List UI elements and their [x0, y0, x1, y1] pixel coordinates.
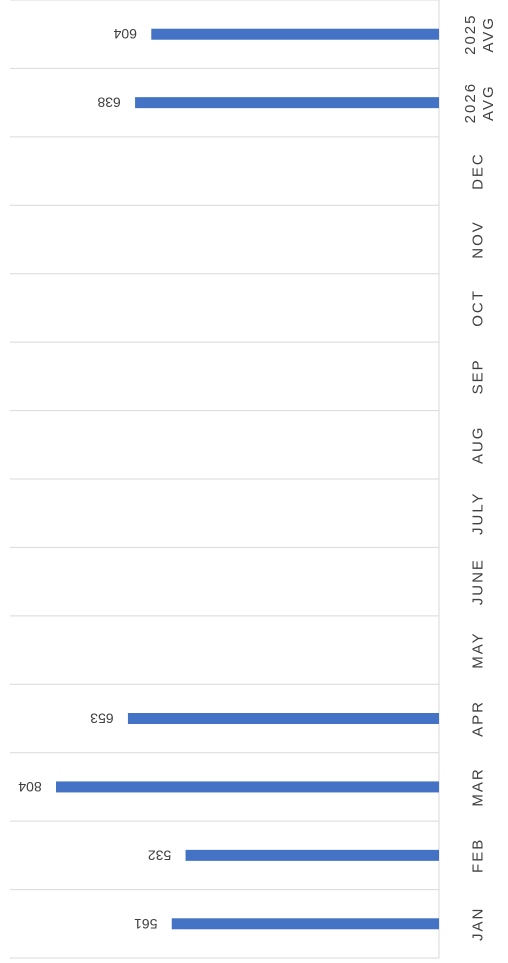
category-label: 2025AVG — [462, 14, 497, 55]
bar-2026-avg — [135, 97, 439, 109]
data-label: 561 — [134, 916, 158, 932]
category-label: OCT — [470, 289, 487, 327]
bar-apr — [127, 713, 440, 724]
category-label: FEB — [470, 838, 487, 873]
grid-lines — [10, 0, 439, 959]
category-labels-group: 2025AVG 2026AVG DEC NOV OCT SEP AUG JULY JUNE MAY… — [462, 14, 497, 941]
category-label: MAY — [470, 631, 487, 668]
category-label: DEC — [470, 152, 487, 190]
bar-jan — [171, 918, 440, 930]
data-label: 604 — [113, 26, 137, 42]
data-label: 532 — [148, 847, 172, 863]
category-label: JAN — [470, 907, 487, 941]
category-label: APR — [470, 700, 487, 737]
bars-group — [56, 28, 440, 930]
category-label: NOV — [470, 220, 487, 259]
category-label: AUG — [470, 426, 487, 465]
data-label: 804 — [18, 779, 42, 795]
bar-mar — [56, 781, 439, 793]
bar-2025-avg — [151, 28, 440, 40]
category-label: SEP — [470, 358, 487, 394]
category-label: JULY — [470, 491, 487, 535]
category-label: MAR — [470, 767, 487, 806]
data-label: 638 — [97, 95, 121, 111]
data-label: 653 — [90, 711, 114, 727]
bar-feb — [185, 849, 439, 861]
category-label: 2026AVG — [462, 82, 497, 123]
data-labels-group: 604 638 653 804 532 561 — [18, 26, 171, 932]
category-label: JUNE — [470, 558, 487, 605]
